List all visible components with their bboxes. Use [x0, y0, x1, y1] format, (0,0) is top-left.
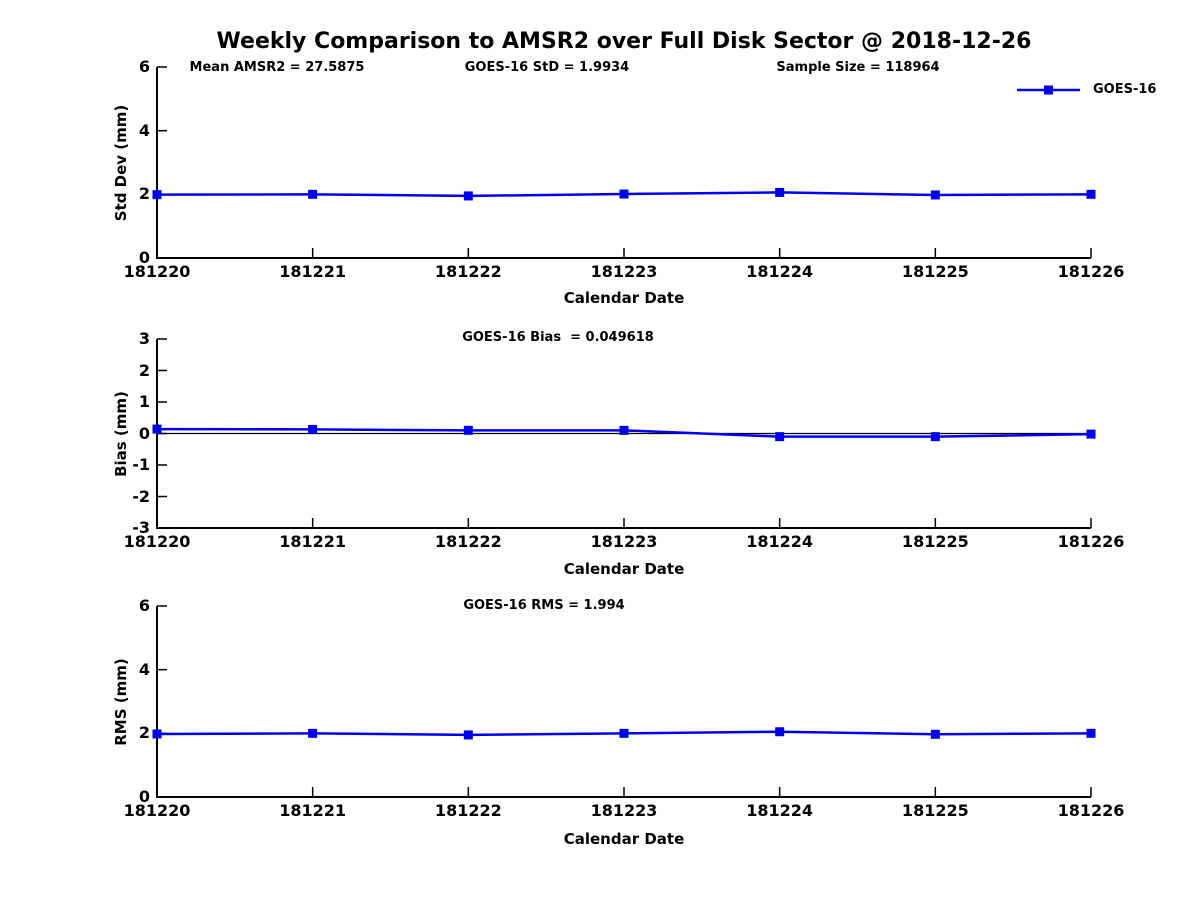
data-marker	[308, 424, 318, 434]
x-axis-label-stddev: Calendar Date	[563, 289, 685, 307]
x-tick-label: 181221	[279, 532, 347, 551]
annotation-goes16-std: GOES-16 StD = 1.9934	[464, 60, 630, 75]
x-tick-label: 181220	[123, 262, 191, 281]
data-marker	[775, 432, 785, 442]
data-marker	[1086, 189, 1096, 199]
data-marker	[619, 425, 629, 435]
annotation-sample-size: Sample Size = 118964	[776, 60, 940, 75]
y-tick-label: 4	[138, 659, 150, 679]
y-tick-label: 0	[138, 423, 150, 443]
data-marker	[930, 432, 940, 442]
data-marker	[619, 189, 629, 199]
annotation-goes16-bias: GOES-16 Bias = 0.049618	[462, 330, 654, 345]
legend-line-marker-icon	[1017, 85, 1080, 94]
data-marker	[1086, 728, 1096, 738]
x-tick-label: 181226	[1057, 262, 1125, 281]
x-tick-label: 181224	[746, 262, 814, 281]
y-tick-label: 1	[138, 392, 150, 411]
data-marker	[619, 728, 629, 738]
data-marker	[930, 729, 940, 739]
data-marker	[1086, 429, 1096, 439]
subplot-rms-subplot	[152, 605, 1096, 798]
x-tick-label: 181221	[279, 801, 347, 820]
data-marker	[308, 728, 318, 738]
y-tick-label: 3	[138, 329, 150, 348]
data-marker	[152, 424, 162, 434]
figure-title: Weekly Comparison to AMSR2 over Full Dis…	[216, 29, 1032, 54]
y-tick-label: -2	[132, 486, 150, 506]
y-tick-label: -1	[132, 455, 150, 474]
y-tick-label: 2	[138, 184, 150, 204]
x-tick-label: 181223	[590, 262, 658, 281]
annotation-goes16-rms: GOES-16 RMS = 1.994	[463, 598, 625, 613]
x-tick-label: 181225	[901, 532, 969, 551]
data-marker	[152, 190, 162, 200]
x-tick-label: 181221	[279, 262, 347, 281]
x-tick-label: 181224	[746, 801, 814, 820]
x-tick-label: 181222	[434, 532, 502, 551]
x-axis-label-rms: Calendar Date	[563, 830, 685, 848]
y-tick-label: 6	[138, 57, 150, 76]
data-marker	[463, 191, 473, 201]
x-tick-label: 181220	[123, 532, 191, 551]
x-tick-label: 181224	[746, 532, 814, 551]
x-tick-label: 181225	[901, 801, 969, 820]
x-tick-label: 181226	[1057, 801, 1125, 820]
x-tick-label: 181220	[123, 801, 191, 820]
y-tick-label: 4	[138, 120, 150, 140]
legend-label: GOES-16	[1093, 82, 1157, 97]
data-marker	[463, 730, 473, 740]
x-tick-label: 181225	[901, 262, 969, 281]
x-tick-label: 181226	[1057, 532, 1125, 551]
data-marker	[308, 189, 318, 199]
y-tick-label: 2	[138, 723, 150, 743]
subplot-bias-subplot	[152, 338, 1096, 529]
legend-goes16: GOES-16	[1017, 82, 1156, 97]
data-marker	[775, 727, 785, 737]
x-tick-label: 181223	[590, 801, 658, 820]
subplot-std-dev-subplot	[152, 66, 1096, 259]
y-tick-label: 2	[138, 360, 150, 380]
axis-spines	[156, 606, 1091, 798]
data-marker	[775, 187, 785, 197]
y-tick-label: -3	[132, 518, 150, 537]
axis-spines	[156, 67, 1091, 259]
y-tick-label: 0	[138, 787, 150, 806]
data-marker	[152, 729, 162, 739]
x-tick-label: 181222	[434, 801, 502, 820]
x-tick-label: 181223	[590, 532, 658, 551]
annotation-mean-amsr2: Mean AMSR2 = 27.5875	[189, 60, 365, 75]
x-tick-label: 181222	[434, 262, 502, 281]
y-tick-label: 6	[138, 596, 150, 615]
data-marker	[930, 190, 940, 200]
y-tick-label: 0	[138, 248, 150, 267]
data-marker	[463, 425, 473, 435]
x-axis-label-bias: Calendar Date	[563, 560, 685, 578]
